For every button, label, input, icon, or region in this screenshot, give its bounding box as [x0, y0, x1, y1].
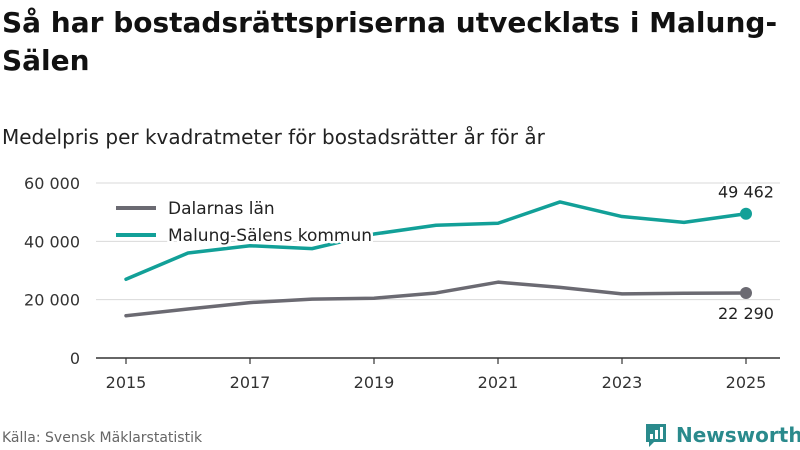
end-label-malung: 49 462 [718, 183, 774, 202]
legend-label-malung: Malung-Sälens kommun [168, 226, 372, 246]
x-tick-label: 2021 [478, 373, 519, 392]
brand-logo: Newsworthy [644, 420, 800, 450]
series-line-dalarna [124, 280, 748, 318]
legend-label-dalarna: Dalarnas län [168, 199, 275, 219]
brand-name: Newsworthy [676, 423, 800, 447]
chart-subtitle: Medelpris per kvadratmeter för bostadsrä… [2, 125, 545, 149]
source-note: Källa: Svensk Mäklarstatistik [2, 430, 203, 446]
y-tick-label: 40 000 [24, 232, 80, 251]
newsworthy-logo-icon [646, 424, 666, 447]
y-axis: 0 20 000 40 000 60 000 [24, 174, 80, 368]
x-tick-label: 2025 [726, 373, 767, 392]
end-marker-malung [740, 207, 752, 220]
x-tick-label: 2015 [106, 373, 147, 392]
legend: Dalarnas län Malung-Sälens kommun [116, 197, 375, 249]
y-tick-label: 60 000 [24, 174, 80, 193]
y-tick-label: 20 000 [24, 291, 80, 310]
x-tick-label: 2023 [602, 373, 643, 392]
x-axis: 2015 2017 2019 2021 2023 2025 [106, 358, 767, 392]
series-line-malung [124, 200, 748, 281]
chart-title: Så har bostadsrättspriserna utvecklats i… [2, 6, 778, 77]
y-tick-label: 0 [70, 349, 80, 368]
end-marker-dalarna [740, 286, 752, 299]
series-lines [124, 200, 752, 318]
x-tick-label: 2017 [230, 373, 271, 392]
x-tick-label: 2019 [354, 373, 395, 392]
grid-lines [96, 182, 780, 359]
end-label-dalarna: 22 290 [718, 304, 774, 323]
end-labels: 22 290 49 462 [716, 181, 776, 325]
